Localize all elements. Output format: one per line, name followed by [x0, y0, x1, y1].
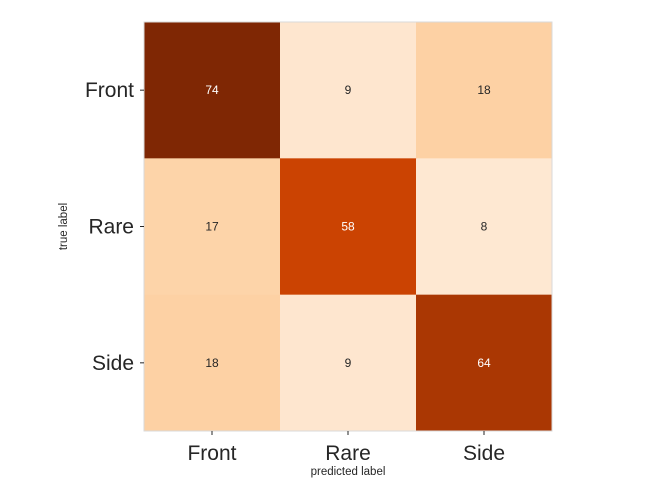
- x-tick-label: Side: [463, 442, 505, 465]
- cell-value-label: 64: [477, 356, 491, 370]
- x-axis-label: predicted label: [311, 466, 386, 478]
- heatmap-cell-front-rare: [280, 22, 417, 159]
- heatmap-cells: [144, 22, 553, 432]
- heatmap-cell-rare-front: [144, 158, 281, 296]
- heatmap-cell-front-side: [416, 22, 553, 159]
- x-tick-labels: Front Rare Side: [187, 442, 505, 465]
- y-tick-label: Front: [85, 79, 134, 102]
- cell-value-label: 74: [205, 83, 219, 97]
- y-axis-label: true label: [58, 203, 70, 250]
- cell-value-label: 17: [205, 220, 219, 234]
- y-tick-label: Side: [92, 352, 134, 375]
- heatmap-cell-side-front: [144, 294, 281, 432]
- cell-value-label: 9: [345, 356, 352, 370]
- cell-value-labels: 74 9 18 17 58 8 18 9 64: [205, 83, 491, 370]
- heatmap-cell-side-side: [416, 294, 553, 432]
- heatmap-cell-rare-rare: [280, 158, 417, 296]
- heatmap-cell-front-front: [144, 22, 281, 159]
- cell-value-label: 58: [341, 220, 355, 234]
- y-tick-labels: Front Rare Side: [85, 79, 134, 375]
- axis-ticks: [140, 89, 485, 435]
- heatmap-cell-rare-side: [416, 158, 553, 296]
- y-tick-label: Rare: [88, 216, 134, 239]
- cell-value-label: 18: [477, 83, 491, 97]
- x-tick-label: Rare: [325, 442, 371, 465]
- x-tick-label: Front: [187, 442, 236, 465]
- heatmap-cell-side-rare: [280, 294, 417, 432]
- cell-value-label: 18: [205, 356, 219, 370]
- cell-value-label: 8: [481, 220, 488, 234]
- cell-value-label: 9: [345, 83, 352, 97]
